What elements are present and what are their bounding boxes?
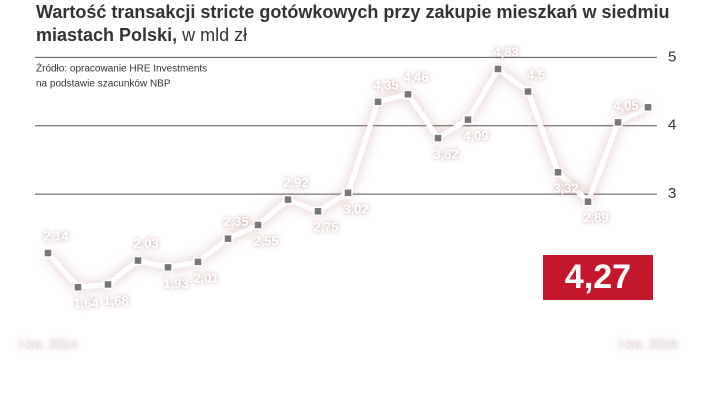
marker: [463, 114, 473, 125]
data-label: 1,64: [73, 296, 99, 311]
chart-title-2: miastach Polski, w mld zł: [36, 25, 247, 45]
marker: [523, 86, 533, 97]
data-label: 3,82: [433, 147, 458, 162]
chart-title: Wartość transakcji stricte gotówkowych p…: [36, 2, 670, 22]
line: [46, 66, 650, 290]
marker: [283, 194, 293, 205]
x-tick-label: I kw. 2019: [619, 336, 678, 351]
marker: [253, 220, 263, 230]
x-tick-label: I kw. 2014: [19, 336, 78, 351]
data-label: 2,35: [223, 214, 248, 229]
y-tick-label: 4: [668, 117, 676, 134]
marker: [43, 248, 53, 258]
data-label: 2,14: [43, 228, 69, 243]
marker: [643, 102, 653, 113]
data-label: 2,75: [313, 220, 338, 235]
data-label: 3,32: [553, 181, 578, 196]
marker: [223, 233, 233, 244]
marker: [403, 89, 413, 100]
marker: [163, 262, 173, 273]
data-label: 1,93: [163, 276, 188, 291]
data-label: 4,83: [493, 44, 518, 59]
marker: [313, 206, 323, 217]
title-line: Wartość transakcji stricte gotówkowych p…: [36, 2, 670, 22]
data-label: 2,92: [283, 175, 308, 190]
subtitle: w mld zł: [181, 25, 247, 45]
marker: [103, 279, 113, 290]
source: Źródło: opracowanie HRE Investments: [36, 62, 207, 75]
data-label: 4,09: [463, 128, 488, 143]
marker: [373, 97, 383, 107]
data-label: 1,68: [103, 293, 128, 308]
y-tick-label: 3: [668, 185, 676, 202]
marker: [583, 196, 593, 207]
data-label: 4,46: [403, 70, 428, 85]
marker: [193, 257, 203, 267]
data-label: 4,5: [527, 67, 545, 82]
data-label: 2,01: [193, 270, 218, 285]
marker: [553, 167, 563, 178]
marker: [73, 282, 83, 292]
title-line: miastach Polski,: [36, 25, 177, 45]
marker: [133, 255, 143, 266]
highlight-box: [543, 255, 653, 300]
marker: [343, 188, 353, 198]
data-label: 2,03: [133, 236, 158, 251]
data-label: 4,35: [373, 77, 398, 92]
highlight-label: 4,27: [565, 258, 631, 296]
data-label: 4,05: [613, 98, 638, 113]
marker: [613, 117, 623, 128]
y-tick-label: 5: [668, 48, 676, 65]
data-label: 3,02: [343, 201, 368, 216]
source: na podstawie szacunków NBP: [36, 79, 171, 90]
marker: [433, 133, 443, 143]
data-label: 2,89: [583, 210, 608, 225]
data-label: 2,55: [253, 233, 278, 248]
marker: [493, 64, 503, 74]
